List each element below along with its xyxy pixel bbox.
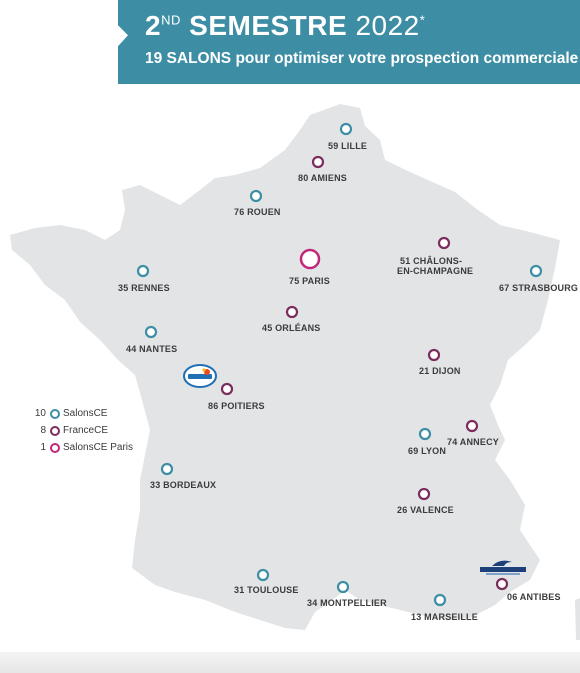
header-banner: 2ND SEMESTRE 2022* 19 SALONS pour optimi… xyxy=(118,0,580,84)
poitiers-park-logo xyxy=(183,364,217,388)
marker-lyon xyxy=(418,427,432,441)
label-lille: 59 LILLE xyxy=(328,141,368,151)
label-poitiers: 86 POITIERS xyxy=(208,401,265,411)
label-marseille: 13 MARSEILLE xyxy=(411,612,478,622)
marker-nantes xyxy=(144,325,158,339)
label-amiens: 80 AMIENS xyxy=(298,173,347,183)
marker-strasbourg xyxy=(529,264,543,278)
marker-annecy xyxy=(465,419,479,433)
marker-montpellier xyxy=(336,580,350,594)
marker-bordeaux xyxy=(160,462,174,476)
markers xyxy=(136,122,543,607)
legend-label: SalonsCE xyxy=(63,408,108,419)
marker-orleans xyxy=(285,305,299,319)
label-dijon: 21 DIJON xyxy=(419,366,461,376)
marker-marseille xyxy=(433,593,447,607)
france-landmass xyxy=(10,104,560,630)
asterisk: * xyxy=(419,12,426,28)
marker-lille xyxy=(339,122,353,136)
label-montpellier: 34 MONTPELLIER xyxy=(307,598,387,608)
label-antibes: 06 ANTIBES xyxy=(507,592,561,602)
marker-poitiers xyxy=(220,382,234,396)
label-paris: 75 PARIS xyxy=(289,276,330,286)
marker-rennes xyxy=(136,264,150,278)
label-rennes: 35 RENNES xyxy=(118,283,170,293)
banner-year: 2022 xyxy=(347,10,420,41)
semester-number: 2 xyxy=(145,10,162,41)
corsica-hint xyxy=(575,598,580,640)
banner-title: 2ND SEMESTRE 2022* xyxy=(145,10,425,42)
legend-row-paris: 1 SalonsCE Paris xyxy=(34,439,133,456)
legend-label: SalonsCE Paris xyxy=(63,442,134,453)
label-bordeaux: 33 BORDEAUX xyxy=(150,480,217,490)
semester-ordinal: ND xyxy=(161,12,181,28)
marker-toulouse xyxy=(256,568,270,582)
marker-paris xyxy=(299,248,321,270)
label-toulouse: 31 TOULOUSE xyxy=(234,585,299,595)
marker-rouen xyxy=(249,189,263,203)
legend-label: FranceCE xyxy=(63,425,109,436)
map-legend: 10 SalonsCE 8 FranceCE 1 SalonsCE Paris xyxy=(34,405,133,456)
marker-chalons xyxy=(437,236,451,250)
marker-dijon xyxy=(427,348,441,362)
legend-count: 1 xyxy=(40,442,46,453)
label-rouen: 76 ROUEN xyxy=(234,207,281,217)
antibes-park-logo xyxy=(480,560,526,575)
label-valence: 26 VALENCE xyxy=(397,505,454,515)
legend-dot-icon xyxy=(50,425,60,436)
banner-subtitle: 19 SALONS pour optimiser votre prospecti… xyxy=(145,50,579,67)
legend-dot-icon xyxy=(50,408,60,419)
legend-row-salonsce: 10 SalonsCE xyxy=(34,405,133,422)
label-chalons-line2: EN-CHAMPAGNE xyxy=(397,266,474,276)
label-annecy: 74 ANNECY xyxy=(447,437,499,447)
label-nantes: 44 NANTES xyxy=(126,344,178,354)
label-chalons-line1: 51 CHÂLONS- xyxy=(400,256,463,266)
legend-count: 10 xyxy=(34,408,46,419)
legend-dot-icon xyxy=(50,442,60,453)
marker-valence xyxy=(417,487,431,501)
semester-word: SEMESTRE xyxy=(180,10,348,41)
marker-antibes xyxy=(495,577,509,591)
footer-strip xyxy=(0,652,580,673)
label-orleans: 45 ORLÉANS xyxy=(262,323,321,333)
label-lyon: 69 LYON xyxy=(408,446,447,456)
legend-row-francece: 8 FranceCE xyxy=(34,422,133,439)
legend-count: 8 xyxy=(40,425,46,436)
marker-amiens xyxy=(311,155,325,169)
label-strasbourg: 67 STRASBOURG xyxy=(499,283,579,293)
